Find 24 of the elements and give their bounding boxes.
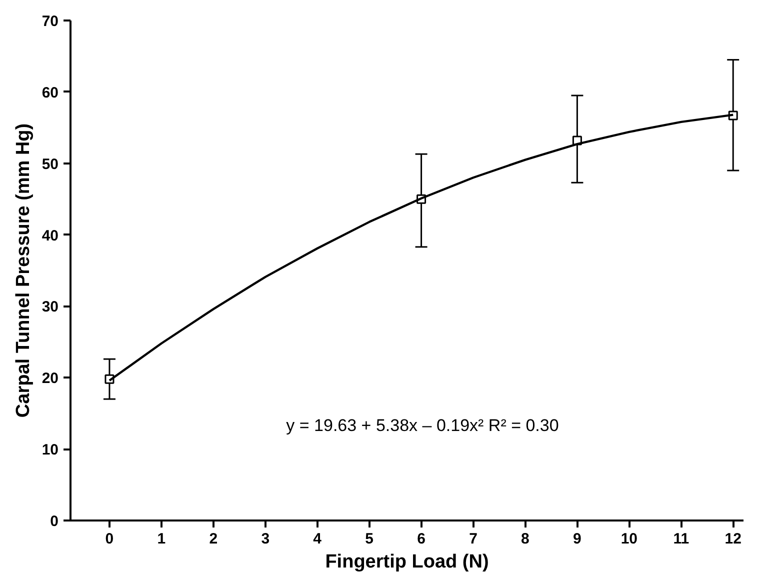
y-tick-label: 60 bbox=[42, 84, 59, 102]
x-tick-label: 1 bbox=[157, 530, 166, 548]
x-tick-label: 6 bbox=[417, 530, 426, 548]
x-tick-label: 0 bbox=[105, 530, 114, 548]
x-tick-label: 5 bbox=[365, 530, 374, 548]
y-tick-label: 30 bbox=[42, 298, 59, 316]
x-axis-title: Fingertip Load (N) bbox=[325, 552, 489, 572]
y-tick-label: 40 bbox=[42, 227, 59, 244]
y-tick-label: 20 bbox=[42, 370, 59, 388]
x-tick-label: 10 bbox=[620, 530, 638, 548]
y-tick-label: 0 bbox=[50, 513, 58, 530]
x-tick-label: 12 bbox=[724, 530, 742, 548]
y-tick-label: 70 bbox=[42, 13, 59, 30]
x-tick-label: 4 bbox=[313, 530, 322, 548]
x-tick-label: 11 bbox=[673, 530, 690, 548]
annotation: y = 19.63 + 5.38x – 0.19x² R² = 0.30 bbox=[286, 416, 559, 435]
x-tick-label: 7 bbox=[469, 530, 478, 548]
y-axis-title: Carpal Tunnel Pressure (mm Hg) bbox=[12, 123, 34, 418]
x-tick-label: 9 bbox=[573, 530, 582, 548]
y-tick-label: 10 bbox=[42, 442, 59, 459]
y-tick-label: 50 bbox=[42, 156, 59, 173]
x-tick-label: 8 bbox=[521, 530, 530, 548]
x-tick-label: 2 bbox=[209, 530, 218, 548]
x-tick-label: 3 bbox=[261, 530, 270, 548]
